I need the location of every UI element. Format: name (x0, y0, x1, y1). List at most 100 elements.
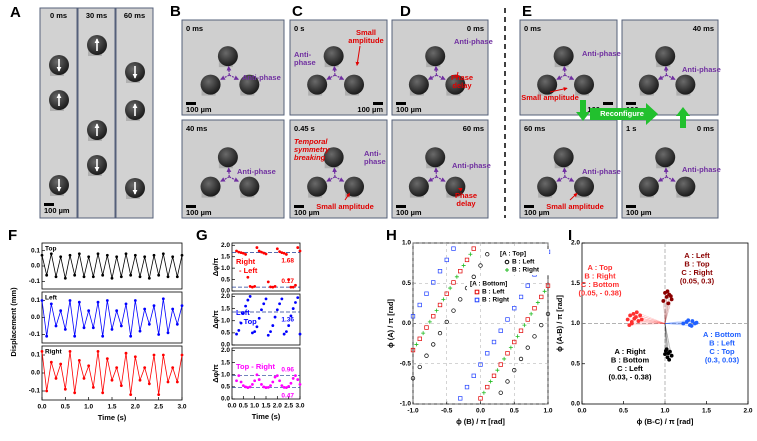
panel-label: A (10, 4, 21, 21)
point (502, 356, 507, 361)
micrograph (519, 19, 618, 116)
point (458, 297, 463, 302)
particle (675, 176, 696, 197)
y-tick-label: 2.0 (221, 293, 230, 300)
x-tick-label: 1.0 (250, 403, 259, 410)
point (119, 324, 123, 328)
point (166, 331, 170, 335)
point (515, 334, 520, 339)
x-tick-label: 1.5 (261, 403, 270, 410)
scale-bar (44, 203, 54, 206)
phase-label: phase (364, 157, 386, 166)
point (285, 330, 288, 334)
point (248, 385, 252, 389)
point (451, 308, 456, 313)
point (296, 296, 300, 300)
phase-label: Anti-phase (452, 161, 491, 170)
phase-arrow (436, 176, 446, 182)
x-tick-label: 0.0 (476, 408, 485, 415)
point (631, 311, 636, 316)
amplitude-arrow (549, 87, 568, 93)
particle (307, 176, 328, 197)
micrograph (391, 119, 489, 219)
point (246, 386, 250, 389)
point (161, 297, 165, 301)
point (235, 379, 238, 383)
point (485, 252, 490, 257)
x-axis-label: ϕ (B-C) / π [rad] (637, 417, 694, 426)
legend-group: [A : Top] (500, 251, 526, 258)
point (437, 331, 443, 336)
reconfigure-label: Reconfigure (600, 109, 644, 118)
x-tick-label: 1.5 (702, 408, 711, 415)
point (532, 334, 537, 339)
point (410, 314, 416, 319)
point (529, 311, 534, 316)
point (481, 390, 486, 395)
particle (675, 74, 696, 95)
point (175, 275, 179, 279)
point (171, 366, 175, 369)
x-tick-label: 1.0 (543, 408, 552, 415)
point (180, 353, 184, 357)
phase-arrow (433, 167, 439, 177)
phase-label: Anti- (294, 50, 312, 59)
legend-marker (474, 289, 480, 295)
point (437, 269, 443, 274)
point (424, 291, 429, 296)
point (157, 333, 161, 336)
plot-frame (231, 293, 301, 346)
point (129, 273, 133, 277)
point (253, 330, 257, 334)
point (255, 373, 259, 377)
x-axis-label: ϕ (B) / π [rad] (456, 417, 505, 426)
particle (217, 147, 238, 168)
time-label: 40 ms (186, 124, 207, 133)
point (421, 331, 426, 336)
micrograph (289, 19, 388, 116)
point (505, 379, 510, 384)
micrograph (181, 19, 285, 116)
particle (638, 74, 659, 95)
amplitude-label: amplitude (348, 36, 383, 45)
point (464, 384, 470, 390)
time-label: 0 ms (524, 24, 541, 33)
y-axis-label: Displacement (mm) (9, 287, 18, 357)
phase-arrow (666, 176, 676, 182)
point (282, 332, 286, 336)
cluster-label: C : Top (709, 347, 735, 356)
particle (537, 74, 558, 95)
point (143, 366, 147, 369)
point (115, 255, 119, 259)
point (105, 299, 109, 302)
point (287, 384, 291, 388)
cluster-label: A : Right (615, 347, 646, 356)
time-label: 0 ms (186, 24, 203, 33)
point (115, 309, 119, 313)
point (485, 384, 490, 390)
phase-arrow (326, 74, 336, 80)
point (424, 353, 429, 358)
point (663, 348, 668, 353)
reconfigure-arrow (576, 100, 590, 121)
panel-label: C (292, 3, 303, 20)
point (45, 334, 49, 338)
particle (553, 46, 574, 67)
point (285, 386, 288, 389)
phase-arrow (226, 65, 232, 76)
point (458, 269, 463, 274)
cluster-label: A : Left (684, 251, 710, 260)
cluster-label: C : Right (681, 268, 713, 277)
legend-label: B : Right (482, 297, 510, 304)
y-tick-label: 0.0 (571, 401, 580, 408)
point (471, 246, 476, 251)
point (545, 283, 551, 288)
point (264, 297, 268, 301)
point (49, 302, 53, 306)
point (244, 385, 248, 389)
point (251, 285, 254, 289)
point (166, 380, 170, 384)
y-tick-label: 1.0 (221, 265, 230, 272)
panel-label: G (196, 227, 208, 244)
point (458, 396, 463, 401)
